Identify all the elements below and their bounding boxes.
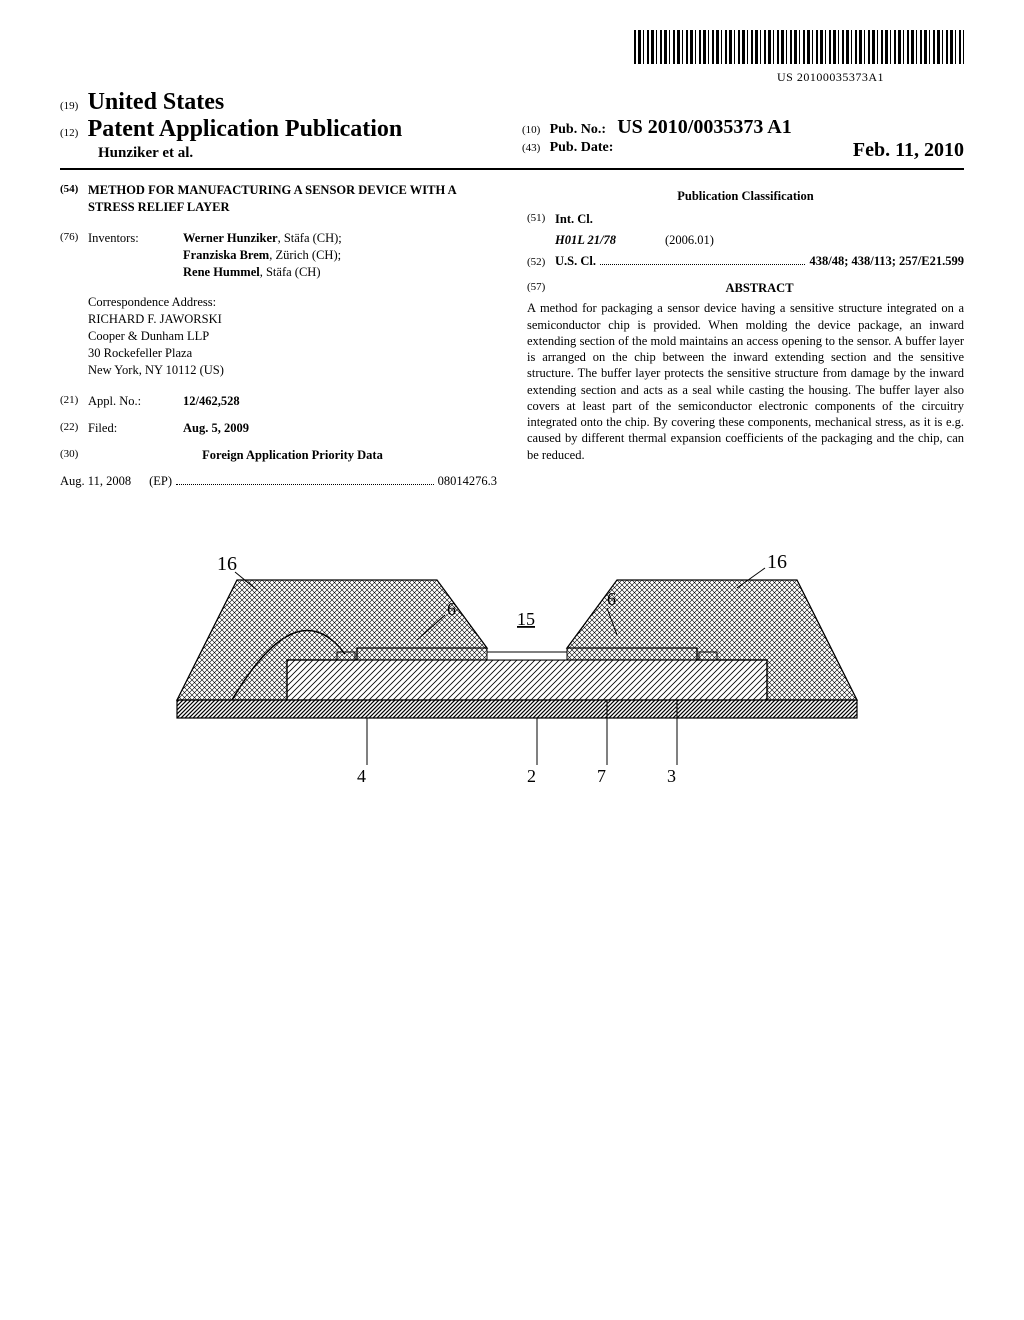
priority-no: 08014276.3 bbox=[438, 473, 497, 490]
code-43: (43) bbox=[522, 142, 540, 154]
us-cl-bold: 438/48; 438/113; 257/E21.599 bbox=[809, 254, 964, 268]
figure: 16 16 6 6 15 4 2 7 3 bbox=[60, 530, 964, 814]
figure-svg: 16 16 6 6 15 4 2 7 3 bbox=[137, 530, 887, 810]
fig-label-16a: 16 bbox=[217, 553, 237, 575]
barcode-block: US 20100035373A1 bbox=[60, 30, 964, 85]
fig-label-6a: 6 bbox=[447, 599, 456, 619]
appl-no: 12/462,528 bbox=[183, 393, 497, 410]
code-21: (21) bbox=[60, 393, 88, 410]
dotted-leader bbox=[176, 474, 434, 485]
country: United States bbox=[88, 89, 225, 115]
us-cl-value: 438/48; 438/113; 257/E21.599 bbox=[809, 253, 964, 270]
code-76: (76) bbox=[60, 230, 88, 281]
int-cl-label: Int. Cl. bbox=[555, 211, 593, 228]
abstract-text: A method for packaging a sensor device h… bbox=[527, 300, 964, 463]
corr-label: Correspondence Address: bbox=[88, 294, 497, 311]
code-52: (52) bbox=[527, 255, 555, 270]
header: (19) United States (12) Patent Applicati… bbox=[60, 89, 964, 170]
priority-heading: Foreign Application Priority Data bbox=[88, 447, 497, 464]
fig-label-15: 15 bbox=[517, 609, 535, 629]
int-cl-code: H01L 21/78 bbox=[555, 232, 665, 249]
inventor-loc: , Stäfa (CH) bbox=[260, 265, 321, 279]
inventor-loc: , Zürich (CH); bbox=[269, 248, 341, 262]
corr-line: 30 Rockefeller Plaza bbox=[88, 345, 497, 362]
inventors-list: Werner Hunziker, Stäfa (CH); Franziska B… bbox=[183, 230, 497, 281]
code-22: (22) bbox=[60, 420, 88, 437]
corr-line: RICHARD F. JAWORSKI bbox=[88, 311, 497, 328]
fig-label-7: 7 bbox=[597, 766, 606, 786]
invention-title: METHOD FOR MANUFACTURING A SENSOR DEVICE… bbox=[88, 182, 497, 216]
code-12: (12) bbox=[60, 127, 78, 139]
code-30: (30) bbox=[60, 447, 88, 464]
inventor-name: Franziska Brem bbox=[183, 248, 269, 262]
pub-type: Patent Application Publication bbox=[88, 116, 403, 142]
int-cl-year: (2006.01) bbox=[665, 232, 714, 249]
barcode-graphic bbox=[634, 30, 964, 64]
fig-label-4: 4 bbox=[357, 766, 366, 786]
inventor-name: Werner Hunziker bbox=[183, 231, 278, 245]
corr-line: Cooper & Dunham LLP bbox=[88, 328, 497, 345]
code-19: (19) bbox=[60, 100, 78, 112]
fig-label-16b: 16 bbox=[767, 551, 787, 573]
pub-no-label: Pub. No.: bbox=[550, 122, 606, 137]
dotted-leader bbox=[600, 254, 805, 265]
code-54: (54) bbox=[60, 182, 88, 216]
filed-date: Aug. 5, 2009 bbox=[183, 420, 497, 437]
pub-date-label: Pub. Date: bbox=[550, 140, 614, 155]
body-columns: (54) METHOD FOR MANUFACTURING A SENSOR D… bbox=[60, 182, 964, 490]
inventor-loc: , Stäfa (CH); bbox=[278, 231, 342, 245]
code-51: (51) bbox=[527, 211, 555, 228]
fig-label-2: 2 bbox=[527, 766, 536, 786]
us-cl-label: U.S. Cl. bbox=[555, 253, 596, 270]
inventors-label: Inventors: bbox=[88, 230, 183, 281]
priority-date: Aug. 11, 2008 bbox=[60, 473, 131, 490]
filed-label: Filed: bbox=[88, 420, 183, 437]
barcode-number: US 20100035373A1 bbox=[60, 70, 884, 85]
fig-label-6b: 6 bbox=[607, 589, 616, 609]
correspondence: Correspondence Address: RICHARD F. JAWOR… bbox=[88, 294, 497, 378]
pub-date: Feb. 11, 2010 bbox=[853, 139, 964, 162]
abstract-label: ABSTRACT bbox=[555, 280, 964, 297]
priority-country: (EP) bbox=[149, 473, 172, 490]
fig-label-3: 3 bbox=[667, 766, 676, 786]
left-column: (54) METHOD FOR MANUFACTURING A SENSOR D… bbox=[60, 182, 497, 490]
inventor-name: Rene Hummel bbox=[183, 265, 260, 279]
right-column: Publication Classification (51) Int. Cl.… bbox=[527, 182, 964, 490]
authors: Hunziker et al. bbox=[98, 145, 502, 162]
code-57: (57) bbox=[527, 280, 555, 297]
corr-line: New York, NY 10112 (US) bbox=[88, 362, 497, 379]
code-10: (10) bbox=[522, 124, 540, 136]
classification-heading: Publication Classification bbox=[527, 188, 964, 205]
pub-no: US 2010/0035373 A1 bbox=[617, 116, 791, 138]
appl-label: Appl. No.: bbox=[88, 393, 183, 410]
